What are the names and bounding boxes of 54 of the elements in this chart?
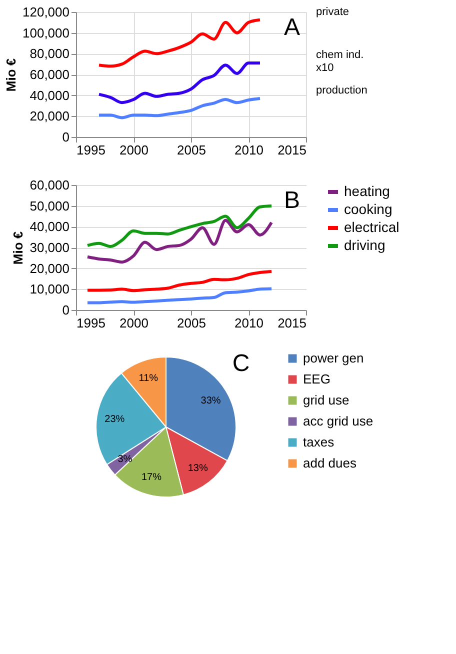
legend-label: cooking <box>344 201 392 217</box>
x-tick-label: 2010 <box>234 142 264 158</box>
data-label: 33% <box>200 396 221 407</box>
x-tick-label: 1995 <box>76 142 106 158</box>
y-tick-label: 40,000 <box>30 219 70 234</box>
legend-label: taxes <box>303 434 335 450</box>
line-series <box>98 62 262 104</box>
text: private <box>316 6 350 18</box>
y-tick-label: 0 <box>62 302 70 318</box>
x-tick-label: 2015 <box>278 316 306 330</box>
line-series <box>98 18 262 68</box>
x-tick-label: 1995 <box>76 316 106 330</box>
data-label: 23% <box>104 414 125 425</box>
chart-title: A <box>284 14 300 41</box>
y-tick-label: 20,000 <box>30 108 70 124</box>
y-tick-label: 80,000 <box>30 46 70 62</box>
data-label: 17% <box>141 472 162 483</box>
chart-title: C <box>232 350 250 377</box>
legend-label: grid use <box>303 392 350 408</box>
legend-label: EEG <box>303 372 330 386</box>
legend-label: acc grid use <box>303 414 374 428</box>
y-tick-label: 60,000 <box>30 67 70 82</box>
y-axis-title: Mio € <box>4 58 19 92</box>
y-tick-label: 10,000 <box>30 282 70 297</box>
x-tick-label: 2000 <box>120 142 148 158</box>
chart-title: B <box>284 187 300 214</box>
legend-label: power gen <box>303 350 364 366</box>
line-series <box>86 218 273 264</box>
y-axis-title: Mio € <box>10 231 26 265</box>
y-tick-label: 30,000 <box>30 240 70 255</box>
x-tick-label: 2005 <box>177 142 206 158</box>
legend-label: add dues <box>303 456 357 470</box>
data-label: 13% <box>188 463 208 474</box>
line-series <box>86 204 273 248</box>
y-tick-label: 20,000 <box>30 260 70 276</box>
text: production <box>316 84 368 96</box>
x-tick-label: 2015 <box>278 142 306 158</box>
x-tick-label: 2000 <box>120 316 148 330</box>
legend-label: electrical <box>344 219 400 235</box>
data-label: 11% <box>138 373 158 384</box>
x-tick-label: 2010 <box>234 316 264 330</box>
y-tick-label: 50,000 <box>30 198 70 214</box>
y-tick-label: 40,000 <box>30 88 70 103</box>
x-tick-label: 2005 <box>177 316 206 330</box>
legend-label: heating <box>344 183 390 199</box>
y-tick-label: 60,000 <box>30 178 70 192</box>
text: chem ind. x10 <box>316 49 364 74</box>
line-series <box>98 96 262 120</box>
y-tick-label: 100,000 <box>22 25 70 40</box>
line-series <box>86 287 273 304</box>
legend-label: driving <box>344 237 386 253</box>
y-tick-label: 0 <box>62 130 70 144</box>
y-tick-label: 120,000 <box>22 4 70 20</box>
line-series <box>86 270 273 292</box>
